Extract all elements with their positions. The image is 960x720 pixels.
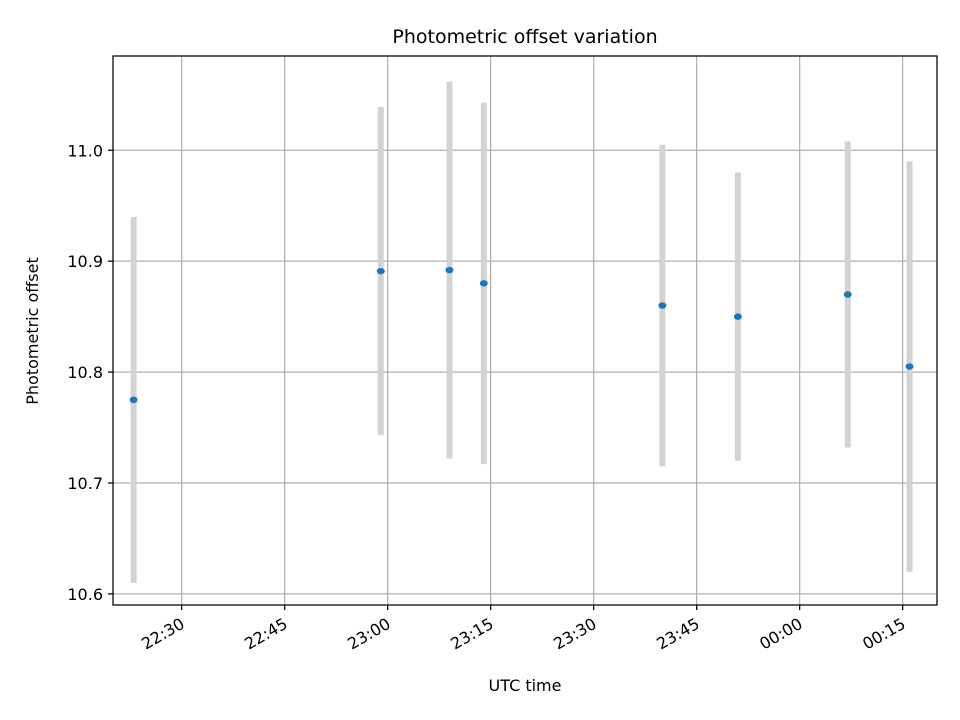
plot-frame: [112, 55, 938, 606]
x-tick-label: 23:30: [550, 614, 599, 654]
y-tick-label: 10.9: [67, 252, 103, 271]
data-point: [733, 313, 742, 320]
data-point: [658, 302, 667, 309]
point-layer: [129, 266, 914, 404]
data-point: [843, 291, 852, 298]
data-point: [905, 363, 914, 370]
x-axis-ticks: 22:30 22:45 23:00 23:15 23:30 23:45 00:00 00:15: [138, 605, 909, 654]
grid-layer: [113, 56, 937, 605]
x-axis-label: UTC time: [489, 676, 562, 695]
data-point: [376, 267, 385, 275]
x-tick-label: 00:15: [859, 614, 908, 654]
data-point: [479, 280, 488, 287]
x-tick-label: 23:45: [653, 614, 702, 654]
data-point: [129, 396, 138, 404]
y-tick-label: 10.7: [67, 474, 103, 493]
data-point: [445, 266, 454, 274]
x-tick-label: 00:00: [756, 614, 805, 654]
y-axis-label: Photometric offset: [23, 257, 42, 405]
y-axis-ticks: 10.6 10.7 10.8 10.9 11.0: [67, 141, 113, 604]
x-tick-label: 23:00: [344, 614, 393, 654]
x-tick-label: 23:15: [447, 614, 496, 654]
y-tick-label: 10.8: [67, 363, 103, 382]
errorbar-layer: [130, 81, 913, 583]
y-tick-label: 11.0: [67, 141, 103, 160]
x-tick-label: 22:45: [241, 614, 290, 654]
chart-title: Photometric offset variation: [392, 26, 657, 48]
y-tick-label: 10.6: [67, 585, 103, 604]
x-tick-label: 22:30: [138, 614, 187, 654]
